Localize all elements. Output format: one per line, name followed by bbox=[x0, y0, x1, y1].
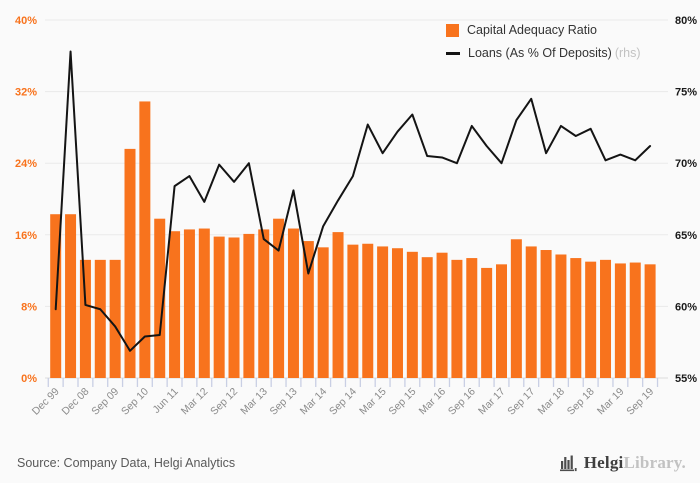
capital-adequacy-bar bbox=[421, 257, 433, 378]
helgi-library-logo: HelgiLibrary. bbox=[559, 453, 686, 473]
x-axis-label: Sep 09 bbox=[89, 386, 121, 418]
left-axis-tick-label: 0% bbox=[21, 373, 37, 385]
capital-adequacy-bar bbox=[213, 236, 225, 378]
legend-item-loans: Loans (As % Of Deposits) (rhs) bbox=[446, 46, 641, 60]
capital-adequacy-bar bbox=[614, 263, 626, 378]
capital-adequacy-bar bbox=[629, 262, 641, 378]
x-axis-label: Jun 11 bbox=[150, 386, 180, 416]
capital-adequacy-bar bbox=[169, 231, 181, 378]
x-axis-label: Dec 08 bbox=[60, 386, 92, 418]
left-axis-tick-label: 40% bbox=[15, 15, 37, 27]
capital-adequacy-bar bbox=[109, 259, 121, 378]
x-axis-label: Sep 17 bbox=[505, 386, 537, 418]
capital-adequacy-bar bbox=[94, 259, 106, 378]
x-axis-label: Sep 13 bbox=[268, 386, 300, 418]
capital-adequacy-bar bbox=[183, 229, 195, 378]
capital-adequacy-bar bbox=[451, 259, 463, 378]
capital-adequacy-bar bbox=[243, 233, 255, 378]
capital-adequacy-bar bbox=[287, 228, 299, 378]
right-axis-tick-label: 80% bbox=[675, 15, 697, 27]
capital-adequacy-bar bbox=[436, 252, 448, 378]
x-axis-label: Mar 14 bbox=[298, 386, 330, 418]
capital-adequacy-bar bbox=[65, 214, 77, 378]
capital-adequacy-bar bbox=[585, 261, 597, 378]
capital-adequacy-bar bbox=[481, 267, 493, 378]
capital-adequacy-bar bbox=[124, 148, 136, 378]
footer: Source: Company Data, Helgi Analytics He… bbox=[0, 443, 700, 483]
x-axis-label: Sep 16 bbox=[446, 386, 478, 418]
capital-adequacy-bar bbox=[391, 248, 403, 378]
x-axis-label: Sep 18 bbox=[565, 386, 597, 418]
x-axis-label: Dec 99 bbox=[30, 386, 62, 418]
source-note: Source: Company Data, Helgi Analytics bbox=[17, 456, 236, 470]
capital-adequacy-bar bbox=[510, 239, 522, 378]
x-axis-label: Sep 12 bbox=[208, 386, 240, 418]
capital-adequacy-bar bbox=[406, 251, 418, 378]
x-axis-label: Sep 10 bbox=[119, 386, 151, 418]
legend-label: Capital Adequacy Ratio bbox=[467, 23, 597, 37]
combo-chart-canvas: 0% 55% 8% 60% 16% 65% 24% 70% 32% 75% 40% 80% Dec 99… bbox=[15, 15, 697, 418]
capital-adequacy-bar bbox=[332, 232, 344, 378]
x-axis-label: Sep 15 bbox=[386, 386, 418, 418]
capital-adequacy-bar bbox=[317, 247, 329, 378]
x-axis-label: Mar 15 bbox=[357, 386, 389, 418]
capital-adequacy-bar bbox=[79, 259, 91, 378]
left-axis-tick-label: 24% bbox=[15, 158, 37, 170]
capital-adequacy-bar bbox=[540, 250, 552, 378]
loans-line bbox=[54, 50, 652, 352]
right-axis-tick-label: 55% bbox=[675, 373, 697, 385]
x-axis-label: Mar 17 bbox=[476, 386, 508, 418]
capital-adequacy-bar bbox=[198, 228, 210, 378]
capital-adequacy-bar bbox=[466, 258, 478, 378]
capital-adequacy-bar bbox=[302, 241, 314, 378]
capital-adequacy-bar bbox=[570, 258, 582, 378]
rhs-tag: (rhs) bbox=[614, 46, 641, 60]
capital-adequacy-bar bbox=[555, 254, 567, 378]
capital-adequacy-bar bbox=[644, 264, 656, 378]
chart-area: 0% 55% 8% 60% 16% 65% 24% 70% 32% 75% 40% 80% Dec 99… bbox=[15, 15, 697, 418]
left-axis-tick-label: 32% bbox=[15, 87, 37, 99]
legend-label: Loans (As % Of Deposits) (rhs) bbox=[468, 46, 641, 60]
x-axis-label: Mar 13 bbox=[238, 386, 270, 418]
left-axis-tick-label: 16% bbox=[15, 230, 37, 242]
line-series-swatch bbox=[446, 51, 460, 55]
x-axis-label: Mar 18 bbox=[535, 386, 567, 418]
capital-adequacy-bar bbox=[377, 246, 389, 378]
capital-adequacy-bar bbox=[139, 101, 151, 378]
capital-adequacy-bar bbox=[525, 246, 537, 378]
x-axis-label: Mar 19 bbox=[595, 386, 627, 418]
x-axis-label: Sep 14 bbox=[327, 386, 359, 418]
right-axis-tick-label: 65% bbox=[675, 230, 697, 242]
x-axis-label: Mar 16 bbox=[417, 386, 449, 418]
capital-adequacy-bar bbox=[600, 259, 612, 378]
capital-adequacy-bar bbox=[362, 243, 374, 378]
x-axis-label: Mar 12 bbox=[179, 386, 211, 418]
capital-adequacy-bar bbox=[258, 229, 270, 378]
right-axis-tick-label: 60% bbox=[675, 301, 697, 313]
bar-series-swatch bbox=[446, 23, 459, 37]
chart-legend: Capital Adequacy Ratio Loans (As % Of De… bbox=[446, 23, 641, 60]
capital-adequacy-bar bbox=[273, 218, 285, 378]
right-axis-tick-label: 75% bbox=[675, 87, 697, 99]
right-axis-tick-label: 70% bbox=[675, 158, 697, 170]
capital-adequacy-bar bbox=[154, 218, 166, 378]
left-axis-tick-label: 8% bbox=[21, 301, 37, 313]
capital-adequacy-bar bbox=[228, 237, 240, 378]
bar-chart-icon bbox=[559, 455, 577, 472]
x-axis-label: Sep 19 bbox=[624, 386, 656, 418]
brand-text: HelgiLibrary. bbox=[583, 453, 686, 472]
capital-adequacy-bar bbox=[496, 264, 507, 378]
capital-adequacy-bar bbox=[347, 244, 359, 378]
legend-item-capital-adequacy: Capital Adequacy Ratio bbox=[446, 23, 641, 37]
